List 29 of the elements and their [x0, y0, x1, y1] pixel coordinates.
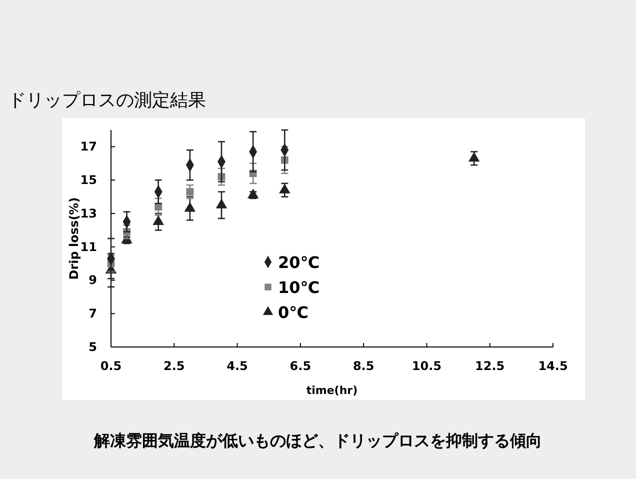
legend-label: 10℃ — [278, 278, 320, 297]
point — [216, 198, 228, 208]
point — [247, 188, 259, 198]
x-tick-label: 14.5 — [538, 359, 568, 373]
legend-label: 0℃ — [278, 303, 309, 322]
point — [186, 188, 194, 196]
x-tick-label: 6.5 — [290, 359, 312, 373]
x-tick-label: 8.5 — [352, 359, 374, 373]
y-tick-label: 15 — [80, 173, 97, 188]
point — [468, 152, 480, 162]
x-tick-label: 4.5 — [226, 359, 248, 373]
point — [152, 215, 164, 226]
y-tick-label: 5 — [88, 340, 97, 354]
point — [279, 184, 290, 194]
y-axis-title: Drip loss(%) — [67, 197, 81, 280]
y-tick-label: 17 — [80, 140, 97, 154]
y-tick-label: 11 — [80, 240, 97, 254]
y-tick-label: 13 — [80, 206, 97, 220]
text: 解凍雰囲気温度が低いものほど、ドリップロスを抑制する傾向 — [93, 431, 542, 450]
point — [184, 202, 196, 212]
x-axis-title: time(hr) — [306, 384, 358, 397]
x-tick-label: 10.5 — [412, 359, 442, 373]
x-tick-label: 2.5 — [164, 359, 185, 373]
legend-label: 20℃ — [278, 253, 320, 272]
x-tick-label: 0.5 — [100, 359, 122, 373]
x-tick-label: 12.5 — [475, 359, 505, 373]
y-tick-label: 7 — [88, 306, 97, 321]
chart-title: ドリップロスの測定結果 — [8, 90, 206, 111]
y-tick-label: 9 — [88, 273, 97, 288]
